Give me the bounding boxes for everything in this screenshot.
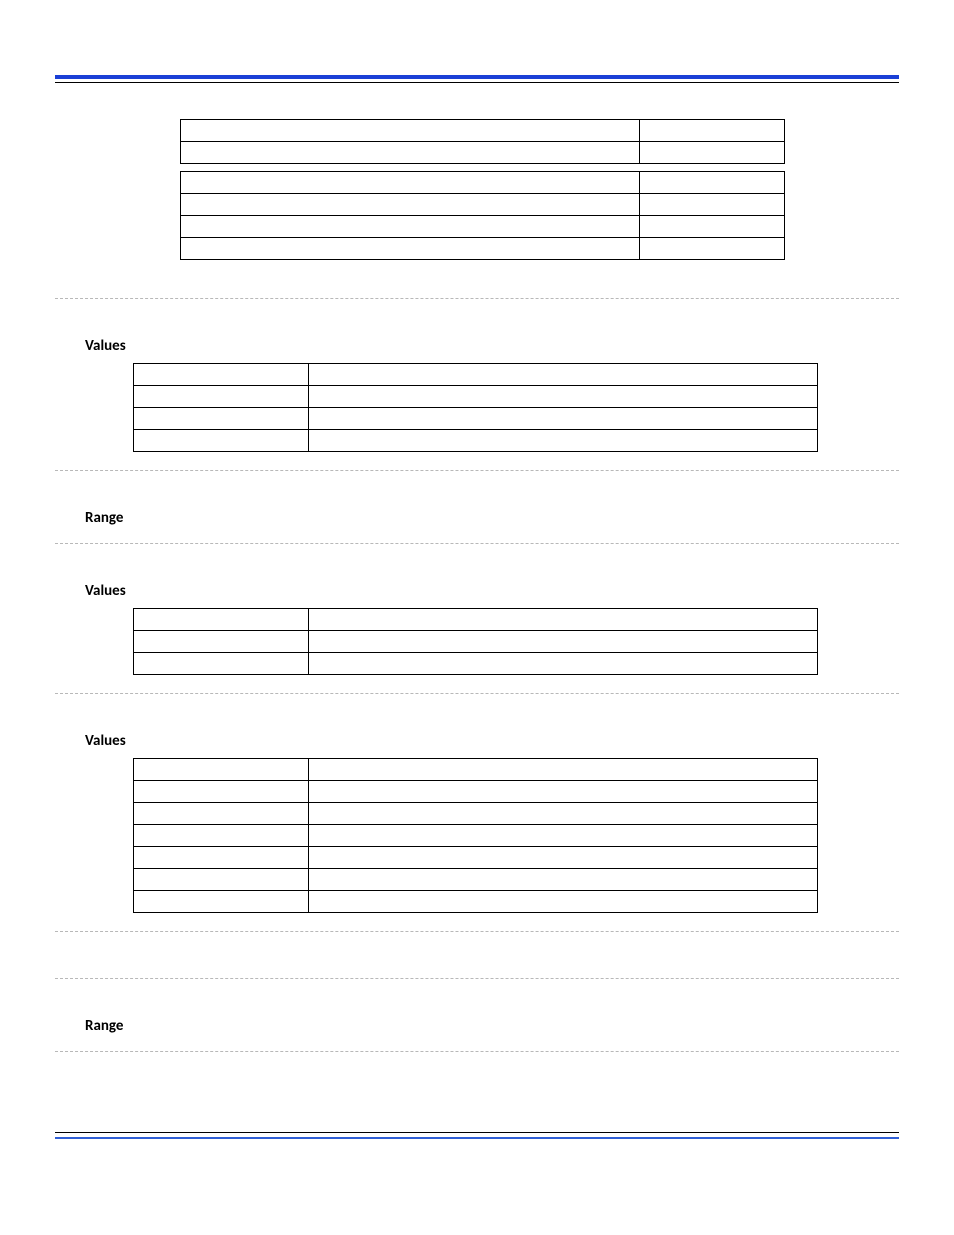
table-cell [134,803,309,825]
table-row [134,759,818,781]
table-cell [640,238,785,260]
footer-rule-thin [55,1132,899,1133]
table-row [181,172,785,194]
table-row [181,164,785,172]
table-cell [308,781,817,803]
header-rule-thin [55,82,899,83]
table-cell [181,238,640,260]
table-cell [134,825,309,847]
table-cell [308,408,817,430]
table-row [134,386,818,408]
table-cell [134,631,309,653]
values-table [133,363,818,452]
summary-table [180,119,785,260]
table-cell [134,847,309,869]
table-cell [134,386,309,408]
table-gap [181,164,785,172]
values-table [133,608,818,675]
table-cell [181,120,640,142]
table-cell [308,759,817,781]
table-cell [181,172,640,194]
table-row [181,142,785,164]
table-cell [308,386,817,408]
table-cell [134,759,309,781]
table-row [181,194,785,216]
table-cell [308,631,817,653]
range-label: Range [85,509,899,527]
table-row [134,847,818,869]
table-row [134,364,818,386]
table-cell [181,142,640,164]
table-cell [308,364,817,386]
table-row [134,825,818,847]
table-cell [640,142,785,164]
table-row [134,430,818,452]
table-row [181,120,785,142]
table-row [134,408,818,430]
table-cell [134,364,309,386]
table-cell [134,609,309,631]
table-row [134,869,818,891]
table-row [134,891,818,913]
values-table [133,758,818,913]
table-cell [308,891,817,913]
table-row [134,781,818,803]
table-cell [308,869,817,891]
table-cell [308,847,817,869]
table-cell [134,781,309,803]
table-row [134,631,818,653]
page-footer [55,1132,899,1139]
table-cell [134,891,309,913]
table-cell [181,216,640,238]
table-cell [640,194,785,216]
values-label: Values [85,337,899,355]
table-cell [181,194,640,216]
table-cell [308,430,817,452]
values-label: Values [85,732,899,750]
table-cell [640,120,785,142]
table-cell [308,825,817,847]
document-page: Values Range Values Values Range [0,0,954,1235]
table-cell [640,216,785,238]
table-cell [134,430,309,452]
table-cell [134,408,309,430]
footer-rule-thick [55,1137,899,1139]
table-cell [134,869,309,891]
table-row [134,803,818,825]
table-cell [308,653,817,675]
header-rule-thick [55,75,899,79]
range-label: Range [85,1017,899,1035]
values-label: Values [85,582,899,600]
table-cell [308,609,817,631]
table-row [181,238,785,260]
table-row [181,216,785,238]
table-cell [308,803,817,825]
table-row [134,609,818,631]
table-cell [134,653,309,675]
table-row [134,653,818,675]
table-cell [640,172,785,194]
section-separator [55,1051,899,1052]
